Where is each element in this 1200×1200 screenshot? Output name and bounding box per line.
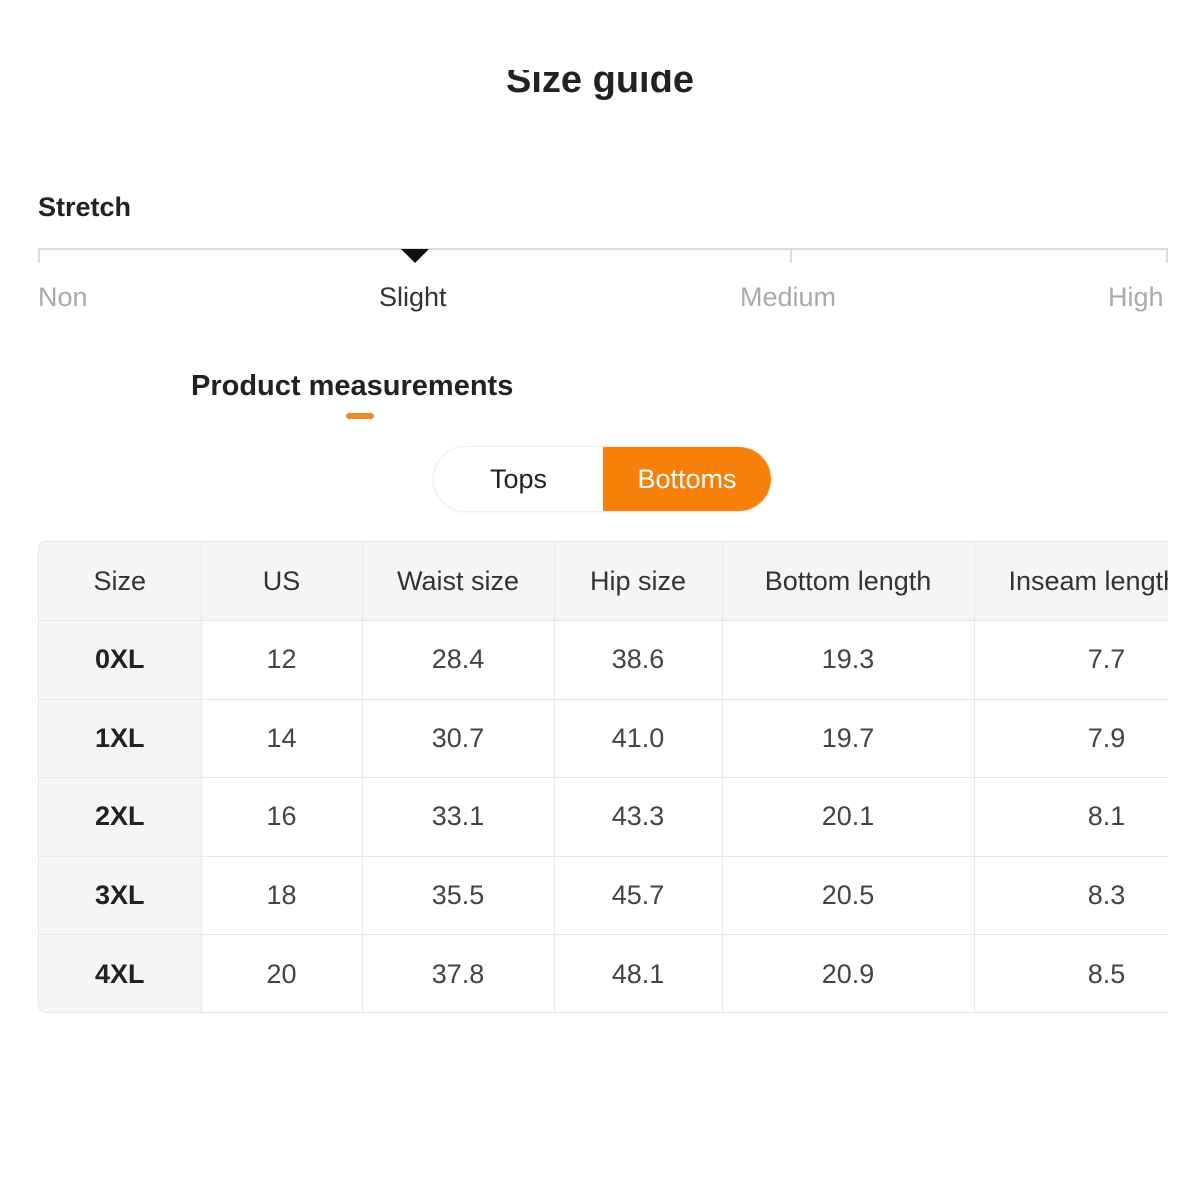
value-cell: 45.7 [554, 856, 723, 935]
value-cell: 12 [201, 620, 363, 700]
header-bottom-length: Bottom length [722, 542, 975, 621]
value-cell: 38.6 [554, 620, 723, 700]
value-cell: 16 [201, 777, 363, 857]
stretch-level-slight: Slight [379, 282, 447, 312]
header-waist: Waist size [362, 542, 555, 621]
stretch-level-medium: Medium [740, 282, 837, 312]
page-title: Size guide [506, 70, 694, 101]
value-cell: 41.0 [554, 699, 723, 778]
value-cell: 19.7 [722, 699, 975, 778]
value-cell: 48.1 [554, 934, 723, 1012]
value-cell: 20 [201, 934, 363, 1012]
size-cell: 3XL [39, 856, 202, 935]
value-cell: 20.1 [722, 777, 975, 857]
value-cell: 8.1 [974, 777, 1168, 857]
size-cell: 4XL [39, 934, 202, 1012]
value-cell: 43.3 [554, 777, 723, 857]
tops-button[interactable]: Tops [434, 447, 603, 511]
bottoms-button[interactable]: Bottoms [603, 447, 771, 511]
size-cell: 2XL [39, 777, 202, 857]
stretch-marker-icon [401, 249, 429, 263]
stretch-label: Stretch [38, 192, 132, 222]
scale-tick [38, 248, 40, 263]
tab-product-measurements[interactable]: Product measurements [191, 370, 514, 402]
value-cell: 18 [201, 856, 363, 935]
value-cell: 33.1 [362, 777, 555, 857]
value-cell: 35.5 [362, 856, 555, 935]
value-cell: 7.9 [974, 699, 1168, 778]
scale-tick [1166, 248, 1168, 263]
value-cell: 20.5 [722, 856, 975, 935]
header-hip: Hip size [554, 542, 723, 621]
table-row: 3XL 18 35.5 45.7 20.5 8.3 [39, 856, 1168, 935]
size-table: Size US Waist size Hip size Bottom lengt… [38, 541, 1168, 1013]
table-header-row: Size US Waist size Hip size Bottom lengt… [39, 542, 1168, 621]
value-cell: 37.8 [362, 934, 555, 1012]
header-size: Size [39, 542, 202, 621]
value-cell: 30.7 [362, 699, 555, 778]
active-tab-indicator [346, 413, 374, 419]
value-cell: 28.4 [362, 620, 555, 700]
value-cell: 20.9 [722, 934, 975, 1012]
scale-tick [790, 248, 792, 263]
header-inseam: Inseam length [974, 542, 1168, 621]
value-cell: 14 [201, 699, 363, 778]
size-cell: 1XL [39, 699, 202, 778]
table-row: 1XL 14 30.7 41.0 19.7 7.9 [39, 699, 1168, 778]
category-toggle: Tops Bottoms [433, 446, 772, 512]
value-cell: 8.3 [974, 856, 1168, 935]
title-container: Size guide [0, 70, 1200, 110]
value-cell: 8.5 [974, 934, 1168, 1012]
header-us: US [201, 542, 363, 621]
table-row: 0XL 12 28.4 38.6 19.3 7.7 [39, 620, 1168, 700]
table-row: 2XL 16 33.1 43.3 20.1 8.1 [39, 777, 1168, 857]
stretch-level-high: High [1108, 282, 1164, 312]
table-row: 4XL 20 37.8 48.1 20.9 8.5 [39, 934, 1168, 1012]
size-cell: 0XL [39, 620, 202, 700]
stretch-level-non: Non [38, 282, 88, 312]
value-cell: 7.7 [974, 620, 1168, 700]
value-cell: 19.3 [722, 620, 975, 700]
stretch-scale [38, 248, 1168, 250]
